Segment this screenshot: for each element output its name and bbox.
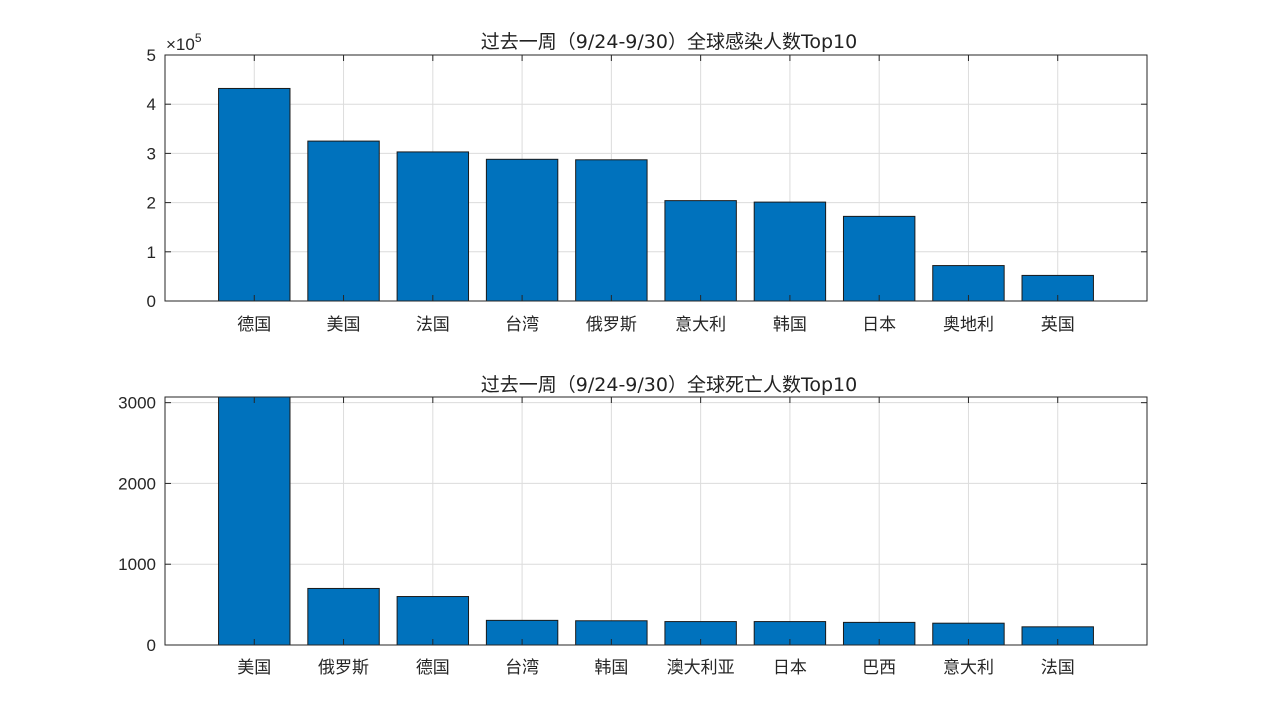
bar-意大利 — [664, 200, 737, 301]
y-tick-label: 0 — [147, 636, 156, 655]
chart-title: 过去一周（9/24-9/30）全球死亡人数Top10 — [481, 374, 857, 396]
x-category-label: 奥地利 — [943, 315, 994, 335]
chart-title: 过去一周（9/24-9/30）全球感染人数Top10 — [481, 31, 857, 53]
bar-美国 — [307, 140, 380, 301]
bar-日本 — [753, 621, 827, 645]
y-tick-label: 3 — [147, 144, 156, 163]
bar-韩国 — [753, 201, 827, 301]
bar-俄罗斯 — [575, 159, 648, 301]
bar-德国 — [218, 87, 291, 301]
x-category-label: 韩国 — [594, 658, 628, 678]
x-category-label: 日本 — [862, 315, 896, 335]
bar-美国 — [218, 397, 291, 645]
bar-台湾 — [485, 158, 559, 301]
y-scale-exponent-label: ×105 — [166, 31, 202, 54]
bar-俄罗斯 — [307, 587, 380, 645]
x-category-label: 澳大利亚 — [667, 658, 735, 678]
y-tick-label: 0 — [147, 292, 156, 311]
bars — [218, 397, 1094, 645]
y-tick-label: 1000 — [118, 555, 156, 574]
y-tick-label: 4 — [147, 95, 156, 114]
y-scale-base: ×10 — [166, 35, 195, 54]
y-tick-label: 2000 — [118, 474, 156, 493]
bars — [218, 87, 1094, 301]
y-tick-label: 3000 — [118, 394, 156, 413]
axes-frame — [164, 54, 1148, 302]
bar-日本 — [842, 215, 916, 301]
x-category-label: 德国 — [237, 315, 271, 335]
x-category-label: 美国 — [237, 658, 271, 678]
deaths-bar-chart: 0 1000 2000 3000 美国 俄罗斯 德国 台湾 韩国 澳大利亚 日本 巴西 意大利 法国 过去一… — [118, 374, 1148, 678]
x-category-label: 日本 — [773, 658, 807, 678]
bar-澳大利亚 — [664, 621, 737, 645]
y-tick-label: 2 — [147, 194, 156, 213]
y-scale-power: 5 — [195, 31, 202, 45]
bar-德国 — [396, 596, 470, 645]
infections-bar-chart: 0 1 2 3 4 5 德国 美国 法国 台湾 俄罗斯 意大利 韩国 日本 奥地利 英国 过去一周（9/24-9… — [147, 31, 1148, 335]
x-category-label: 意大利 — [943, 658, 994, 678]
y-tick-label: 1 — [147, 243, 156, 262]
x-category-label: 巴西 — [862, 658, 896, 678]
bar-法国 — [396, 151, 470, 301]
x-category-label: 意大利 — [675, 315, 726, 335]
x-category-label: 俄罗斯 — [586, 315, 637, 335]
x-category-label: 美国 — [327, 315, 361, 335]
x-category-label: 英国 — [1041, 315, 1075, 335]
x-category-label: 台湾 — [505, 315, 539, 335]
x-category-label: 台湾 — [505, 658, 539, 678]
x-category-label: 俄罗斯 — [318, 658, 369, 678]
x-category-label: 德国 — [416, 658, 450, 678]
x-category-label: 法国 — [1041, 658, 1075, 678]
axes-frame — [164, 396, 1148, 646]
x-category-label: 法国 — [416, 315, 450, 335]
y-tick-label: 5 — [147, 46, 156, 65]
x-category-label: 韩国 — [773, 315, 807, 335]
